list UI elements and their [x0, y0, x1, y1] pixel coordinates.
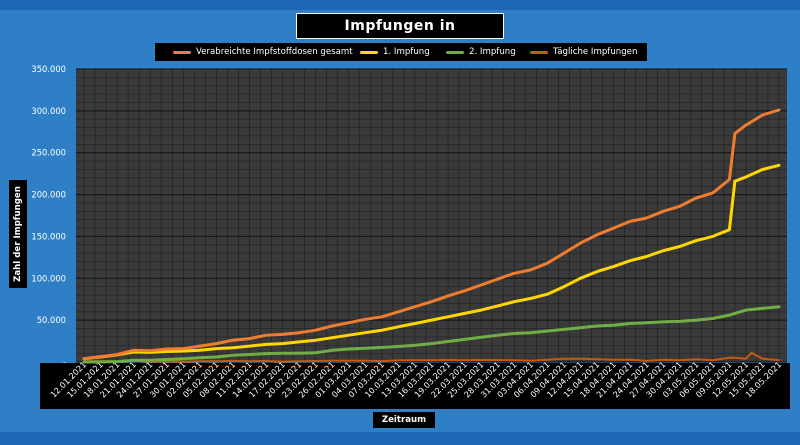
y-tick-label: 50.000: [37, 315, 66, 325]
legend: Verabreichte Impfstoffdosen gesamt 1. Im…: [155, 43, 647, 61]
chart-title: Impfungen in Düsseldorf: [296, 13, 504, 58]
plot-area: [76, 69, 787, 362]
y-axis-title-box: Zahl der Impfungen: [9, 180, 27, 288]
x-axis-label-band: [40, 363, 790, 409]
legend-item-total: Verabreichte Impfstoffdosen gesamt: [173, 43, 353, 61]
grid-horizontal: [76, 68, 787, 363]
y-tick-label: 150.000: [31, 231, 66, 241]
series-line-0: [82, 108, 781, 361]
y-axis-ticks: - 50.000 100.000 150.000 200.000 250.000 300.0…: [31, 64, 66, 367]
y-tick-label: 250.000: [31, 148, 66, 158]
series-line-2: [82, 305, 781, 364]
legend-swatch-second-dose: [446, 50, 464, 54]
series-line-1: [82, 163, 781, 361]
legend-swatch-daily: [530, 50, 548, 54]
y-tick-label: 350.000: [31, 64, 66, 74]
legend-swatch-total: [173, 50, 191, 54]
frame-bottom-bar: [0, 432, 800, 445]
legend-label-second-dose: 2. Impfung: [469, 47, 516, 57]
legend-item-daily: Tägliche Impfungen: [530, 43, 637, 61]
legend-swatch-first-dose: [360, 50, 378, 54]
legend-item-second-dose: 2. Impfung: [446, 43, 516, 61]
y-tick-label: -: [63, 357, 66, 367]
y-axis-title: Zahl der Impfungen: [13, 186, 23, 282]
y-tick-label: 200.000: [31, 190, 66, 200]
y-tick-label: 100.000: [31, 273, 66, 283]
legend-label-daily: Tägliche Impfungen: [553, 47, 638, 57]
legend-label-first-dose: 1. Impfung: [383, 47, 430, 57]
series-line-3: [83, 351, 780, 363]
y-tick-label: 300.000: [31, 106, 66, 116]
legend-label-total: Verabreichte Impfstoffdosen gesamt: [196, 47, 353, 57]
x-axis-title: Zeitraum: [373, 412, 435, 428]
series-lines: [82, 108, 781, 364]
x-axis-ticks: 12.01.202115.01.202118.01.202121.01.2021…: [40, 359, 790, 409]
legend-item-first-dose: 1. Impfung: [360, 43, 430, 61]
frame-top-bar: [0, 0, 800, 10]
